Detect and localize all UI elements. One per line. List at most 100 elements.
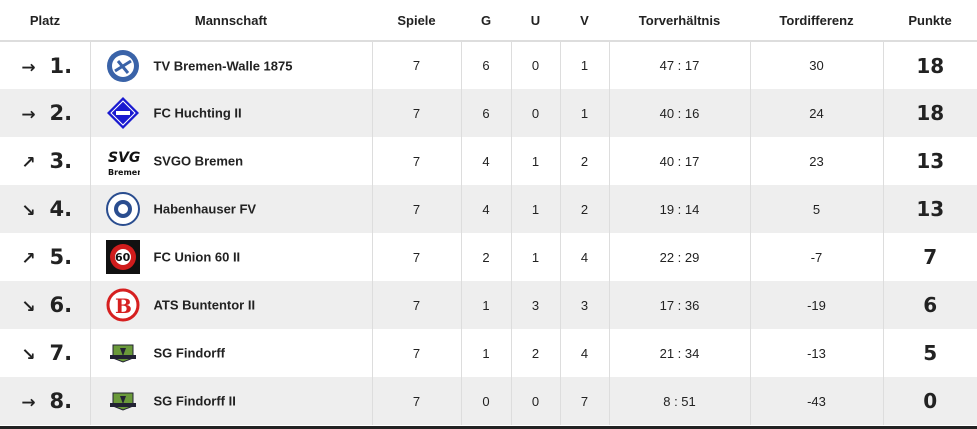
gewonnen: 1 — [460, 281, 511, 329]
team-name[interactable]: TV Bremen-Walle 1875 — [153, 58, 293, 73]
unentschieden: 0 — [510, 377, 560, 425]
team-name[interactable]: SG Findorff — [153, 345, 226, 361]
torverhaeltnis: 8 : 51 — [608, 377, 750, 425]
torverhaeltnis: 40 : 17 — [608, 137, 750, 185]
sg-findorff-logo — [106, 384, 140, 418]
team-name[interactable]: SVGO Bremen — [153, 153, 244, 169]
header-g: G — [461, 0, 511, 42]
torverhaeltnis: 47 : 17 — [608, 41, 750, 89]
unentschieden: 1 — [510, 185, 560, 233]
table-row: → 1. TV Bremen-Walle 1875 7 6 0 1 47 : 17… — [0, 41, 977, 89]
tordifferenz: 30 — [749, 41, 883, 89]
team-cell[interactable]: SG Findorff II — [89, 377, 372, 425]
table-row: → 8. SG Findorff II 7 0 0 7 8 : 51 -43 0 — [0, 377, 977, 425]
fc-union-60-logo: 60 — [105, 240, 140, 274]
verloren: 1 — [559, 89, 609, 137]
header-mannschaft: Mannschaft — [90, 0, 372, 42]
gewonnen: 2 — [460, 233, 511, 281]
spiele: 7 — [371, 41, 461, 89]
punkte: 6 — [882, 281, 977, 329]
spiele: 7 — [371, 281, 461, 329]
header-punkte: Punkte — [883, 0, 977, 42]
verloren: 7 — [559, 377, 609, 425]
gewonnen: 1 — [460, 329, 511, 377]
header-diff: Tordifferenz — [750, 0, 883, 42]
rank-cell: ↗ 3. — [0, 137, 90, 185]
rank-cell: ↘ 6. — [0, 281, 90, 329]
table-row: → 2. FC Huchting II 7 6 0 1 40 : 16 24 18 — [0, 89, 977, 137]
torverhaeltnis: 17 : 36 — [608, 281, 750, 329]
verloren: 4 — [559, 329, 609, 377]
team-name[interactable]: SG Findorff II — [153, 393, 236, 409]
table-header: Platz Mannschaft Spiele G U V Torverhält… — [0, 0, 977, 42]
tordifferenz: 24 — [749, 89, 883, 137]
arrow-up-right-icon: ↗ — [21, 153, 36, 173]
team-cell[interactable]: B ATS Buntentor II — [89, 281, 372, 329]
unentschieden: 2 — [510, 329, 560, 377]
spiele: 7 — [371, 329, 461, 377]
tordifferenz: -13 — [749, 329, 883, 377]
spiele: 7 — [371, 89, 461, 137]
verloren: 1 — [559, 41, 609, 89]
bottom-bar — [0, 426, 977, 429]
team-cell[interactable]: Habenhauser FV — [89, 185, 372, 233]
arrow-down-right-icon: ↘ — [21, 201, 36, 221]
rank: 7. — [49, 341, 73, 365]
arrow-right-icon: → — [21, 105, 36, 125]
verloren: 2 — [559, 137, 609, 185]
svg-text:B: B — [115, 294, 132, 318]
gewonnen: 6 — [460, 41, 511, 89]
sg-findorff-logo — [106, 336, 140, 370]
team-cell[interactable]: 60 FC Union 60 II — [89, 233, 372, 281]
tv-bremen-walle-logo — [106, 49, 140, 83]
svg-text:SVGO: SVGO — [108, 150, 140, 166]
team-name[interactable]: ATS Buntentor II — [153, 297, 256, 313]
svgo-bremen-logo: SVGO Bremen — [106, 144, 152, 178]
table-row: ↘ 7. SG Findorff 7 1 2 4 21 : 34 -13 5 — [0, 329, 977, 377]
punkte: 13 — [882, 185, 977, 233]
habenhauser-fv-logo — [105, 192, 140, 226]
header-u: U — [511, 0, 560, 42]
torverhaeltnis: 21 : 34 — [608, 329, 750, 377]
spiele: 7 — [371, 377, 461, 425]
header-v: V — [560, 0, 609, 42]
unentschieden: 0 — [510, 41, 560, 89]
gewonnen: 4 — [460, 185, 511, 233]
team-cell[interactable]: SVGOBremenSVGO Bremen — [89, 137, 372, 185]
rank: 4. — [49, 197, 73, 221]
arrow-down-right-icon: ↘ — [21, 297, 36, 317]
team-name[interactable]: FC Union 60 II — [153, 249, 241, 265]
svg-text:60: 60 — [115, 251, 131, 264]
header-tore: Torverhältnis — [609, 0, 750, 42]
rank-cell: → 8. — [0, 377, 90, 425]
rank: 5. — [49, 245, 73, 269]
team-cell[interactable]: FC Huchting II — [89, 89, 372, 137]
punkte: 0 — [882, 377, 977, 425]
tordifferenz: -43 — [749, 377, 883, 425]
table-row: ↘ 4. Habenhauser FV 7 4 1 2 19 : 14 5 13 — [0, 185, 977, 233]
team-name[interactable]: Habenhauser FV — [153, 201, 257, 217]
arrow-right-icon: → — [21, 57, 36, 78]
rank: 8. — [49, 389, 73, 413]
rank-cell: ↘ 7. — [0, 329, 90, 377]
spiele: 7 — [371, 233, 461, 281]
ats-buntentor-logo: B — [106, 288, 140, 322]
rank: 2. — [49, 101, 73, 125]
rank: 3. — [49, 149, 73, 173]
punkte: 13 — [882, 137, 977, 185]
tordifferenz: 23 — [749, 137, 883, 185]
arrow-right-icon: → — [21, 393, 36, 413]
rank: 1. — [49, 53, 73, 78]
verloren: 2 — [559, 185, 609, 233]
arrow-down-right-icon: ↘ — [21, 345, 36, 365]
team-cell[interactable]: SG Findorff — [89, 329, 372, 377]
team-cell[interactable]: TV Bremen-Walle 1875 — [89, 41, 372, 89]
unentschieden: 3 — [510, 281, 560, 329]
fc-huchting-logo — [106, 96, 140, 130]
team-name[interactable]: FC Huchting II — [153, 105, 242, 121]
tordifferenz: -19 — [749, 281, 883, 329]
gewonnen: 0 — [460, 377, 511, 425]
rank: 6. — [49, 293, 73, 317]
torverhaeltnis: 22 : 29 — [608, 233, 750, 281]
table-row: ↗3. SVGOBremenSVGO Bremen 7 4 1 2 40 : 1… — [0, 137, 977, 185]
